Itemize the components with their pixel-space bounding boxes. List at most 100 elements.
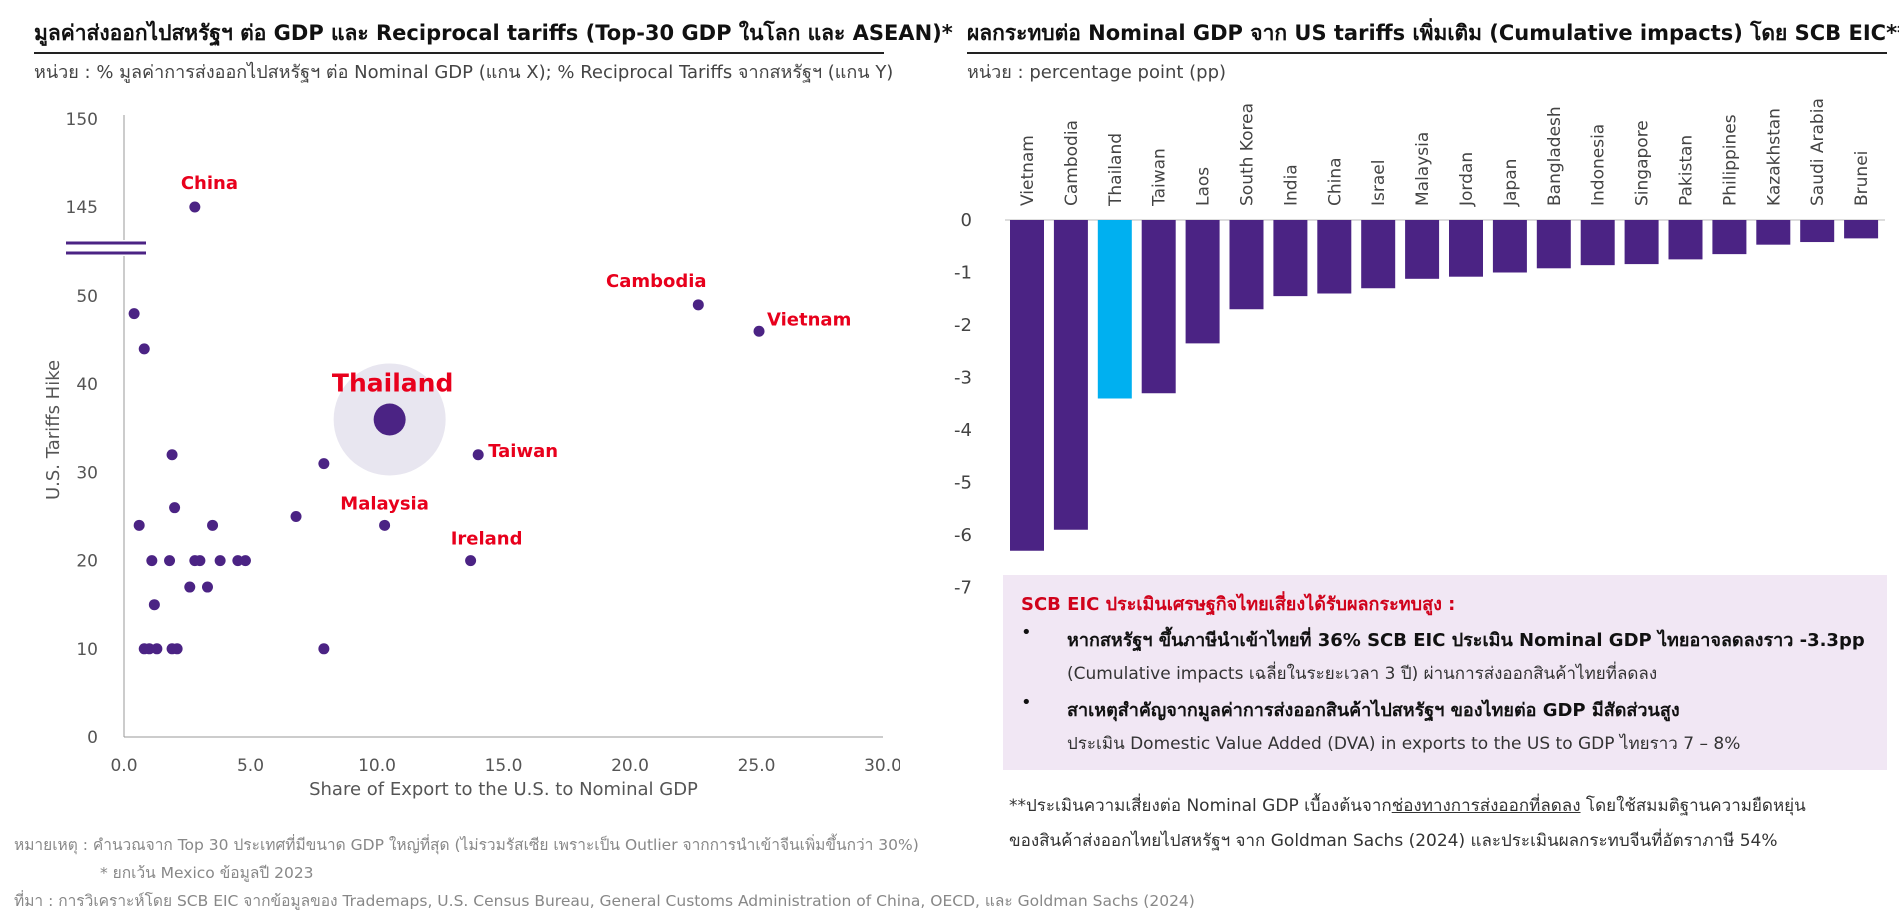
bar <box>1405 220 1440 279</box>
y-tick-label: -4 <box>954 420 972 441</box>
x-tick-label: 30.0 <box>864 756 900 776</box>
scatter-point <box>753 325 765 337</box>
scatter-point <box>184 581 196 593</box>
y-tick-label: -7 <box>954 578 972 599</box>
scatter-point <box>169 502 181 514</box>
bar <box>1800 220 1835 243</box>
bar-category-label: China <box>1325 157 1345 206</box>
footnote-mexico: * ยกเว้น Mexico ข้อมูลปี 2023 <box>100 864 314 882</box>
scatter-point <box>148 599 160 611</box>
y-tick-label: -6 <box>954 525 972 546</box>
y-tick-label: -3 <box>954 368 972 389</box>
scatter-point <box>171 643 183 655</box>
bar <box>1361 220 1396 289</box>
bar <box>1756 220 1791 245</box>
bar <box>1624 220 1659 265</box>
x-axis-title: Share of Export to the U.S. to Nominal G… <box>309 779 698 800</box>
bar-category-label: Jordan <box>1457 152 1477 207</box>
finding-2-main: สาเหตุสำคัญจากมูลค่าการส่งออกสินค้าไปสหร… <box>1067 700 1680 721</box>
scatter-point-label: Vietnam <box>767 309 851 330</box>
bar-category-label: Indonesia <box>1589 124 1609 206</box>
y-tick-label: -1 <box>954 263 972 284</box>
scatter-point <box>146 555 158 567</box>
scatter-point <box>138 343 150 355</box>
bar-category-label: Saudi Arabia <box>1808 98 1828 206</box>
bar <box>1010 220 1044 551</box>
y-tick-label: 0 <box>87 728 98 748</box>
x-tick-label: 25.0 <box>738 756 776 776</box>
bar-category-label: India <box>1281 164 1301 206</box>
bar-category-label: Israel <box>1369 160 1389 206</box>
scatter-point <box>128 308 140 320</box>
x-tick-label: 0.0 <box>110 756 137 776</box>
bar-category-label: Taiwan <box>1150 148 1170 207</box>
finding-1-detail: (Cumulative impacts เฉลี่ยในระยะเวลา 3 ป… <box>1067 664 1658 684</box>
bar <box>1097 220 1132 399</box>
bar-category-label: Japan <box>1501 159 1521 207</box>
scatter-point <box>151 643 163 655</box>
bar-category-label: Pakistan <box>1677 135 1697 206</box>
bar <box>1053 220 1088 530</box>
scatter-point <box>232 555 244 567</box>
bar <box>1844 220 1879 239</box>
bar <box>1492 220 1527 273</box>
finding-2-detail: ประเมิน Domestic Value Added (DVA) in ex… <box>1067 734 1741 754</box>
y-tick-label: -2 <box>954 315 972 336</box>
scatter-point <box>214 555 226 567</box>
bar <box>1668 220 1703 260</box>
scatter-point <box>239 555 251 567</box>
bar-category-label: Laos <box>1194 167 1214 206</box>
title-rule-left <box>34 52 884 54</box>
y-tick-label: 150 <box>66 110 98 130</box>
footnote-source: ที่มา : การวิเคราะห์โดย SCB EIC จากข้อมู… <box>14 892 1195 910</box>
finding-1-main: หากสหรัฐฯ ขึ้นภาษีนำเข้าไทยที่ 36% SCB E… <box>1067 630 1865 651</box>
bar-unit-note: หน่วย : percentage point (pp) <box>967 62 1227 83</box>
scatter-point <box>201 581 213 593</box>
y-tick-label: 145 <box>66 198 98 218</box>
bar <box>1273 220 1308 297</box>
x-tick-label: 10.0 <box>358 756 396 776</box>
y-tick-label: -5 <box>954 473 972 494</box>
bar-chart: 0 -1 -2 -3 -4 -5 -6 -7 Vietnam Cambodia Thailand Ta… <box>954 98 1885 599</box>
note-text: **ประเมินความเสี่ยงต่อ Nominal GDP เบื้อ… <box>1009 796 1392 816</box>
scatter-point <box>133 519 145 531</box>
bar <box>1229 220 1264 310</box>
scatter-point-label: Malaysia <box>340 493 429 514</box>
x-tick-label: 20.0 <box>611 756 649 776</box>
bar <box>1536 220 1571 269</box>
scatter-point <box>472 449 484 461</box>
y-tick-label: 30 <box>76 463 98 483</box>
scatter-point <box>166 449 178 461</box>
scatter-point <box>692 299 704 311</box>
methodology-note-line-1: **ประเมินความเสี่ยงต่อ Nominal GDP เบื้อ… <box>1009 792 1806 819</box>
bar-category-label: South Korea <box>1238 103 1258 206</box>
footnote-remark: หมายเหตุ : คำนวณจาก Top 30 ประเทศที่มีขน… <box>14 836 919 854</box>
note-underlined-text: ช่องทางการส่งออกที่ลดลง <box>1391 796 1581 816</box>
scatter-chart: 0 10 20 30 40 50 145 150 0.0 5.0 10.0 15.0 20.0 25.0 3… <box>43 110 900 800</box>
y-axis-title: U.S. Tariffs Hike <box>43 360 64 500</box>
scatter-point <box>373 403 406 436</box>
scatter-point-label: China <box>181 173 238 194</box>
box-heading: SCB EIC ประเมินเศรษฐกิจไทยเสี่ยงได้รับผล… <box>1021 594 1456 615</box>
bar-category-label: Cambodia <box>1062 120 1082 206</box>
methodology-note-line-2: ของสินค้าส่งออกไทยไปสหรัฐฯ จาก Goldman S… <box>1009 831 1778 851</box>
y-tick-label: 0 <box>961 210 972 231</box>
scatter-point <box>290 511 302 522</box>
bar-chart-title: ผลกระทบต่อ Nominal GDP จาก US tariffs เพ… <box>967 21 1899 45</box>
bar <box>1317 220 1352 294</box>
scatter-point <box>143 643 155 655</box>
scatter-point <box>465 555 477 567</box>
title-rule-right <box>967 52 1887 54</box>
bullet-2: • <box>1021 692 1032 713</box>
bar <box>1580 220 1615 266</box>
y-tick-label: 10 <box>76 640 98 660</box>
scatter-point-label: Thailand <box>332 368 453 397</box>
bar-category-label: Brunei <box>1852 151 1872 206</box>
scatter-point <box>318 458 330 470</box>
bar-category-label: Bangladesh <box>1545 106 1565 206</box>
bullet-1: • <box>1021 622 1032 643</box>
y-tick-label: 50 <box>76 287 98 307</box>
scatter-point <box>194 555 206 567</box>
scatter-point <box>318 643 330 655</box>
bar <box>1185 220 1220 344</box>
